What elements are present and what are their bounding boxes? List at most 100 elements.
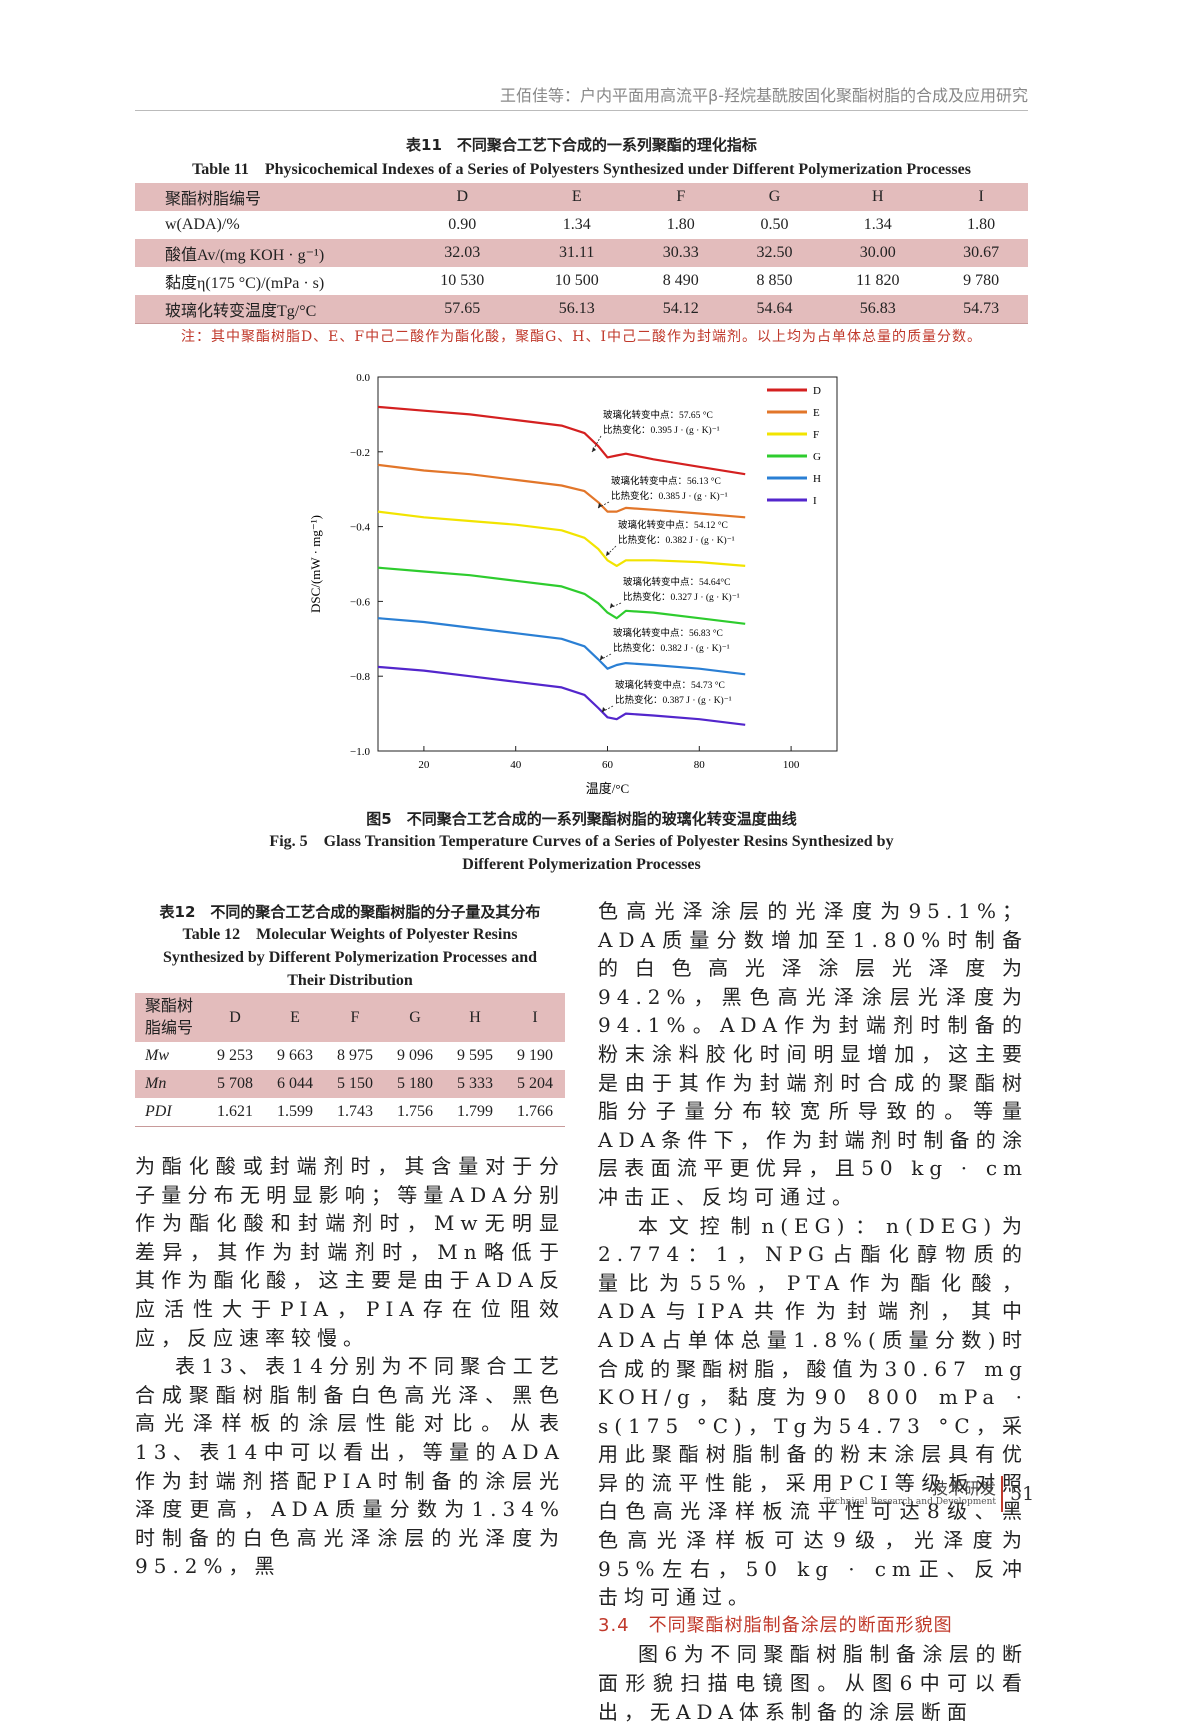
table-row: w(ADA)/% 0.90 1.34 1.80 0.50 1.34 1.80 xyxy=(135,211,1028,239)
table-cell: 5 150 xyxy=(337,1075,373,1092)
legend-label: E xyxy=(813,407,820,419)
figure-caption: 图5 不同聚合工艺合成的一系列聚酯树脂的玻璃化转变温度曲线 xyxy=(366,810,797,828)
table-cell: H xyxy=(469,1008,481,1026)
left-column: 为酯化酸或封端剂时，其含量对于分子量分布无明显影响；等量ADA分别作为酯化酸和封… xyxy=(135,1152,565,1581)
table-cell: 1.599 xyxy=(277,1103,313,1120)
x-tick-label: 40 xyxy=(510,759,522,771)
paragraph: 本文控制n(EG)：n(DEG)为2.774：1，NPG占酯化醇物质的量比为55… xyxy=(598,1213,1028,1610)
table-cell: 30.33 xyxy=(662,244,699,261)
annotation: 玻璃化转变中点：57.65 °C xyxy=(603,409,713,421)
table-cell: 8 490 xyxy=(662,272,699,289)
table-row: Mw 9 253 9 663 8 975 9 096 9 595 9 190 xyxy=(135,1042,565,1070)
x-tick-label: 80 xyxy=(694,759,706,771)
table-cell: 5 333 xyxy=(457,1075,493,1092)
y-tick-label: −0.6 xyxy=(350,596,370,608)
table-cell: I xyxy=(978,188,984,205)
table-cell: 32.50 xyxy=(756,244,793,261)
y-tick-label: −0.4 xyxy=(350,522,370,534)
arrow-head xyxy=(592,447,596,452)
table-cell: 8 850 xyxy=(756,272,793,289)
table-cell: 5 180 xyxy=(397,1075,433,1092)
x-tick-label: 100 xyxy=(783,759,800,771)
annotation: 比热变化：0.385 J · (g · K)⁻¹ xyxy=(611,490,728,502)
data-line xyxy=(377,510,746,567)
table-caption: 表11 不同聚合工艺下合成的一系列聚酯的理化指标 xyxy=(406,136,757,154)
table-caption-en: Table 11 Physicochemical Indexes of a Se… xyxy=(192,161,971,178)
table-cell: 9 780 xyxy=(963,272,1000,289)
y-tick-label: −1.0 xyxy=(350,746,370,758)
footer-bar xyxy=(1001,1476,1003,1512)
paragraph: 表13、表14分别为不同聚合工艺合成聚酯树脂制备白色高光泽、黑色高光泽样板的涂层… xyxy=(135,1354,565,1579)
x-axis-label: 温度/°C xyxy=(586,781,629,796)
table-cell: 1.799 xyxy=(457,1103,493,1120)
table-cell: 56.83 xyxy=(859,300,896,317)
arrow-head xyxy=(600,655,604,660)
table-cell: 9 253 xyxy=(217,1047,253,1064)
table-cell: 1.621 xyxy=(217,1103,253,1120)
table-row: 黏度η(175 °C)/(mPa · s) 10 530 10 500 8 490 8 … xyxy=(135,267,1028,295)
arrow-head xyxy=(602,707,606,712)
legend-label: D xyxy=(813,385,821,397)
right-column: 色高光泽涂层的光泽度为95.1%；ADA质量分数增加至1.80%时制备的白色高光… xyxy=(598,897,1028,1726)
table-cell: 56.13 xyxy=(558,300,595,317)
data-line xyxy=(377,617,746,676)
legend-label: H xyxy=(813,473,821,485)
legend-label: F xyxy=(813,429,819,441)
table-cell: 1.34 xyxy=(562,216,591,233)
table-cell: 57.65 xyxy=(444,300,481,317)
table-cell: F xyxy=(350,1008,360,1026)
table-cell: 6 044 xyxy=(277,1075,313,1092)
annotation: 比热变化：0.382 J · (g · K)⁻¹ xyxy=(613,642,730,654)
annotation: 玻璃化转变中点：54.64°C xyxy=(623,576,731,588)
table-cell: 黏度η(175 °C)/(mPa · s) xyxy=(165,275,325,292)
table-cell: 54.64 xyxy=(756,300,793,317)
table-cell: 9 096 xyxy=(397,1047,433,1064)
table-cell: 11 820 xyxy=(856,272,900,289)
table-cell: 9 190 xyxy=(517,1047,553,1064)
data-line xyxy=(377,405,746,476)
paragraph: 色高光泽涂层的光泽度为95.1%；ADA质量分数增加至1.80%时制备的白色高光… xyxy=(598,899,1028,1209)
table-cell: G xyxy=(768,188,781,205)
arrow-head xyxy=(610,603,614,608)
section-heading: 3.4 不同聚酯树脂制备涂层的断面形貌图 xyxy=(598,1614,953,1636)
table-row: Mn 5 708 6 044 5 150 5 180 5 333 5 204 xyxy=(135,1070,565,1098)
table-cell: 30.67 xyxy=(963,244,1000,261)
table-cell: 玻璃化转变温度Tg/°C xyxy=(165,303,317,320)
table-caption: 表12 不同的聚合工艺合成的聚酯树脂的分子量及其分布 xyxy=(159,903,541,921)
table-caption-en: Table 12 Molecular Weights of Polyester … xyxy=(162,926,538,989)
table-row: 玻璃化转变温度Tg/°C 57.65 56.13 54.12 54.64 56.83 54.… xyxy=(135,295,1028,324)
table: 聚酯树脂编号 D E F G H I Mw 9 253 9 663 8 975 9 096 9 595 9… xyxy=(135,993,565,1127)
table-cell: 32.03 xyxy=(444,244,481,261)
table-cell: D xyxy=(229,1008,241,1026)
y-axis-label: DSC/(mW · mg⁻¹) xyxy=(308,515,323,613)
figure-caption-en: Fig. 5 Glass Transition Temperature Curv… xyxy=(269,833,894,873)
arrow-head xyxy=(598,503,602,508)
paragraph: 为酯化酸或封端剂时，其含量对于分子量分布无明显影响；等量ADA分别作为酯化酸和封… xyxy=(135,1154,565,1350)
table-cell: G xyxy=(409,1008,421,1026)
table-cell: 54.73 xyxy=(963,300,1000,317)
annotation: 玻璃化转变中点：54.73 °C xyxy=(615,679,725,691)
table-cell: 30.00 xyxy=(859,244,896,261)
table-cell: 1.80 xyxy=(967,216,996,233)
table-cell: Mn xyxy=(145,1075,167,1092)
table-cell: H xyxy=(872,188,884,205)
table-cell: 5 204 xyxy=(517,1075,553,1092)
table-cell: 54.12 xyxy=(662,300,699,317)
table-cell: 10 530 xyxy=(440,272,485,289)
paragraph: 图6为不同聚酯树脂制备涂层的断面形貌扫描电镜图。从图6中可以看出，无ADA体系制… xyxy=(598,1642,1028,1724)
table-note: 注：其中聚酯树脂D、E、F中己二酸作为酯化酸，聚酯G、H、I中己二酸作为封端剂。… xyxy=(180,329,983,345)
table-cell: 9 663 xyxy=(277,1047,313,1064)
table-row: PDI 1.621 1.599 1.743 1.756 1.799 1.766 xyxy=(135,1098,565,1127)
table-cell: 5 708 xyxy=(217,1075,253,1092)
table-cell: w(ADA)/% xyxy=(165,216,240,233)
table-cell: 0.90 xyxy=(448,216,477,233)
annotation: 玻璃化转变中点：56.13 °C xyxy=(611,475,721,487)
table-cell: 1.743 xyxy=(337,1103,373,1120)
annotation: 比热变化：0.387 J · (g · K)⁻¹ xyxy=(615,694,732,706)
data-line xyxy=(377,566,746,625)
data-line xyxy=(377,665,746,726)
table-cell: E xyxy=(571,188,582,205)
chart: 0.0 −0.2 −0.4 −0.6 −0.8 −1.0 20 40 60 80 100 温度/°C D… xyxy=(308,372,838,796)
table-cell: 31.11 xyxy=(559,244,595,261)
y-tick-label: −0.2 xyxy=(350,447,370,459)
